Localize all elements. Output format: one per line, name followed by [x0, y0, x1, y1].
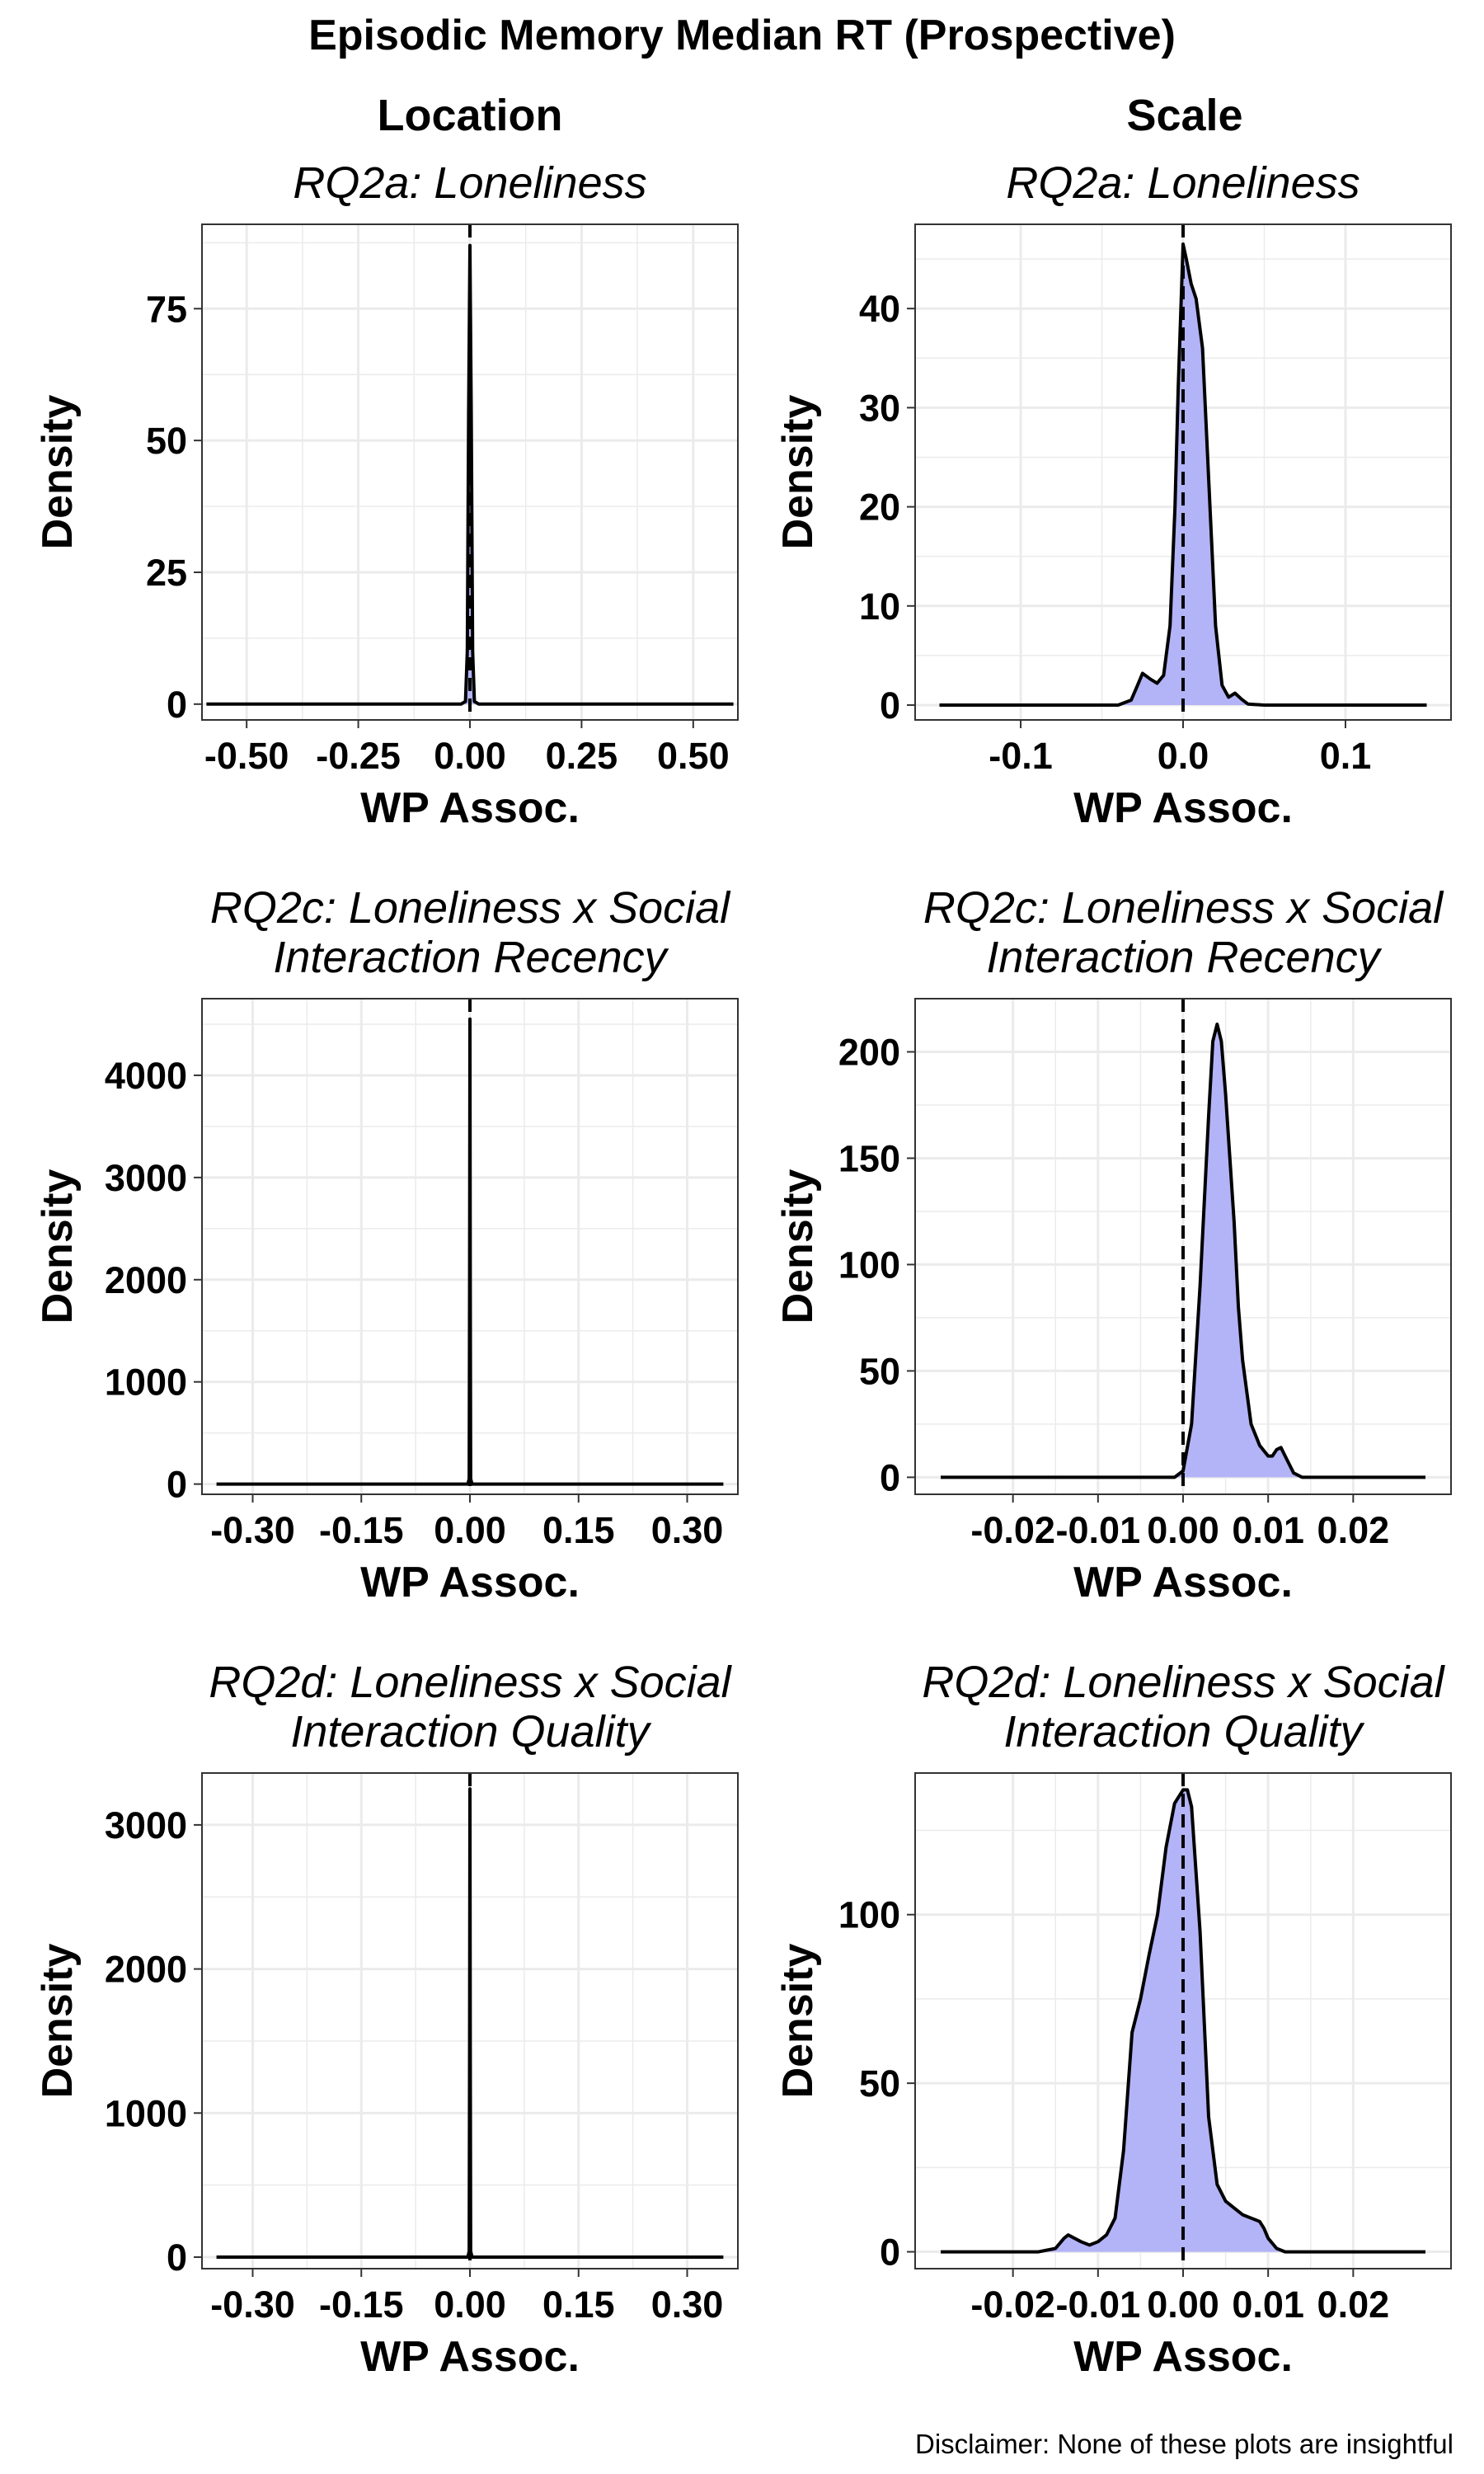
y-tick-label: 50: [859, 1350, 900, 1392]
y-tick-label: 30: [859, 387, 900, 429]
panels-container: RQ2a: Loneliness-0.50 -0.25 0.00 0.25 0.5002…: [34, 158, 1452, 2381]
y-tick-label: 0: [167, 684, 187, 726]
x-tick-label: 0.25: [546, 735, 618, 777]
panel-title-line: RQ2a: Loneliness: [293, 158, 646, 208]
x-axis-title: WP Assoc.: [1073, 784, 1293, 832]
x-tick-label: -0.01: [1056, 1509, 1141, 1551]
x-tick-label: 0.30: [651, 2284, 724, 2326]
y-tick-label: 2000: [105, 1259, 187, 1301]
y-tick-label: 0: [880, 1456, 900, 1498]
x-tick-label: 0.50: [657, 735, 730, 777]
x-tick-label: -0.30: [210, 1509, 295, 1551]
x-tick-label: 0.00: [434, 735, 506, 777]
y-tick-label: 50: [859, 2062, 900, 2105]
y-axis-title: Density: [774, 395, 822, 550]
y-tick-label: 150: [838, 1137, 900, 1179]
x-tick-label: -0.25: [316, 735, 401, 777]
y-tick-label: 100: [838, 1894, 900, 1936]
x-tick-label: 0.00: [434, 1509, 506, 1551]
x-tick-label: 0.0: [1158, 735, 1209, 777]
disclaimer-note: Disclaimer: None of these plots are insi…: [915, 2429, 1453, 2459]
x-tick-label: -0.01: [1056, 2284, 1141, 2326]
density-line: [216, 1787, 724, 2259]
x-tick-label: 0.01: [1232, 2284, 1304, 2326]
density-line: [939, 242, 1427, 707]
panel-title-line: RQ2d: Loneliness x Social: [209, 1658, 732, 1707]
density-panel-2: RQ2a: Loneliness -0.1 0.0 0.1 0 10 20 30 40 WP As…: [774, 158, 1452, 832]
x-tick-label: -0.15: [319, 2284, 404, 2326]
y-tick-label: 0: [880, 2232, 900, 2274]
density-line: [216, 1017, 724, 1486]
x-tick-label: 0.30: [651, 1509, 724, 1551]
y-axis-title: Density: [774, 1169, 822, 1324]
y-tick-label: 50: [146, 420, 187, 462]
y-axis-title: Density: [34, 395, 82, 550]
x-tick-label: -0.15: [319, 1509, 404, 1551]
column-title-location: Location: [378, 91, 563, 140]
column-title-scale: Scale: [1126, 91, 1242, 140]
x-tick-label: 0.15: [542, 1509, 615, 1551]
y-tick-label: 20: [859, 487, 900, 529]
y-tick-label: 3000: [105, 1804, 187, 1846]
x-axis-title: WP Assoc.: [360, 2333, 580, 2381]
density-panel-1: RQ2a: Loneliness -0.50 -0.25 0.00 0.25 0.50 0 2…: [34, 158, 739, 832]
y-tick-label: 1000: [105, 2092, 187, 2134]
panel-title-line: RQ2a: Loneliness: [1006, 158, 1360, 208]
x-tick-label: 0.02: [1317, 1509, 1390, 1551]
panel-title-line: Interaction Recency: [986, 933, 1382, 982]
figure-title: Episodic Memory Median RT (Prospective): [308, 12, 1176, 59]
y-tick-label: 0: [880, 684, 900, 727]
x-tick-label: -0.1: [989, 735, 1053, 777]
y-axis-title: Density: [34, 1169, 82, 1324]
y-tick-label: 40: [859, 288, 900, 330]
x-tick-label: -0.50: [204, 735, 289, 777]
x-axis-title: WP Assoc.: [1073, 2333, 1293, 2381]
x-tick-label: 0.00: [434, 2284, 506, 2326]
panel-title-line: Interaction Quality: [1003, 1707, 1364, 1757]
x-axis-title: WP Assoc.: [360, 784, 580, 832]
x-tick-label: 0.15: [542, 2284, 615, 2326]
x-tick-label: 0.01: [1232, 1509, 1304, 1551]
x-tick-label: -0.30: [210, 2284, 295, 2326]
x-axis-title: WP Assoc.: [360, 1559, 580, 1606]
y-tick-label: 2000: [105, 1949, 187, 1991]
panel-title-line: RQ2d: Loneliness x Social: [922, 1658, 1445, 1707]
x-tick-label: -0.02: [970, 2284, 1055, 2326]
x-tick-label: 0.00: [1147, 2284, 1219, 2326]
y-tick-label: 1000: [105, 1362, 187, 1404]
panel-title-line: Interaction Quality: [290, 1707, 651, 1757]
panel-title-line: Interaction Recency: [273, 933, 669, 982]
y-tick-label: 0: [167, 1464, 187, 1506]
y-tick-label: 10: [859, 586, 900, 628]
density-line: [941, 1788, 1425, 2254]
y-tick-label: 3000: [105, 1157, 187, 1199]
y-tick-label: 100: [838, 1244, 900, 1286]
y-tick-label: 25: [146, 552, 187, 594]
y-axis-title: Density: [774, 1944, 822, 2099]
y-tick-label: 4000: [105, 1055, 187, 1097]
y-tick-label: 200: [838, 1031, 900, 1073]
y-tick-label: 0: [167, 2236, 187, 2279]
density-line: [941, 1023, 1425, 1479]
panel-title-line: RQ2c: Loneliness x Social: [923, 883, 1444, 933]
x-tick-label: 0.02: [1317, 2284, 1390, 2326]
x-tick-label: 0.1: [1320, 735, 1372, 777]
x-axis-title: WP Assoc.: [1073, 1559, 1293, 1606]
panel-title-line: RQ2c: Loneliness x Social: [210, 883, 731, 933]
y-tick-label: 75: [146, 288, 187, 330]
x-tick-label: 0.00: [1147, 1509, 1219, 1551]
y-axis-title: Density: [34, 1944, 82, 2099]
x-tick-label: -0.02: [970, 1509, 1055, 1551]
